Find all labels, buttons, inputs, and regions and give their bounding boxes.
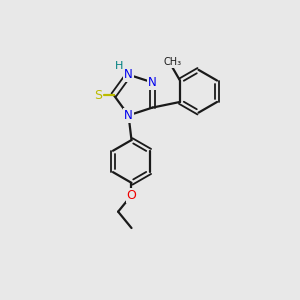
Text: N: N xyxy=(148,76,157,89)
Text: S: S xyxy=(94,88,102,101)
Text: N: N xyxy=(124,68,133,81)
Text: N: N xyxy=(124,109,133,122)
Text: O: O xyxy=(127,189,136,202)
Text: H: H xyxy=(115,61,123,71)
Text: CH₃: CH₃ xyxy=(163,57,181,67)
